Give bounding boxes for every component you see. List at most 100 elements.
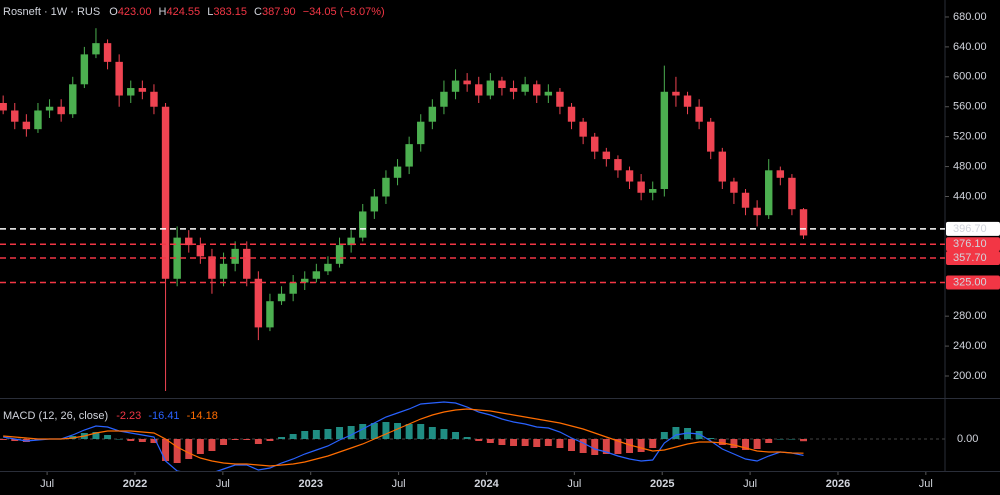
x-tick-label: Jul [392, 478, 406, 490]
y-tick-label: 280.00 [953, 310, 987, 322]
histogram-bar [463, 437, 471, 439]
candle-body [254, 278, 263, 328]
histogram-bar [544, 439, 552, 446]
histogram-value: -2.23 [116, 410, 141, 422]
histogram-bar [753, 439, 761, 449]
candle-body [614, 159, 622, 171]
candle-body [127, 88, 135, 96]
histogram-bar [278, 437, 286, 439]
candle-body [301, 278, 309, 283]
ohlc-value: 383.15 [213, 6, 247, 18]
candle-body [776, 170, 785, 178]
candle-body [707, 121, 715, 152]
candle-body [486, 80, 495, 96]
histogram-bar [336, 427, 344, 439]
candle-body [370, 196, 379, 212]
histogram-bar [173, 439, 181, 463]
histogram-bar [521, 439, 529, 446]
candle-body [799, 209, 808, 236]
candle-body [312, 271, 321, 279]
candle-body [289, 282, 297, 294]
y-tick-label: 240.00 [953, 340, 987, 352]
candle-body [637, 181, 645, 193]
candle-body [45, 106, 54, 111]
candle-body [672, 91, 680, 96]
histogram-bar [452, 432, 460, 439]
histogram-bar [742, 439, 750, 450]
macd-panel [0, 401, 945, 471]
level-label-box [946, 251, 1000, 266]
candle-body [695, 106, 703, 122]
histogram-bar [568, 439, 576, 451]
histogram-bar [220, 439, 228, 445]
histogram-bar [614, 439, 622, 454]
candle-body [103, 43, 112, 62]
y-tick-label: 440.00 [953, 190, 987, 202]
symbol-title: Rosneft · 1W · RUS [3, 6, 100, 18]
candle-body [266, 301, 274, 328]
candle-body [92, 43, 100, 55]
histogram-bar [382, 422, 390, 439]
y-tick-label: 520.00 [953, 131, 987, 143]
candle-body [660, 91, 669, 190]
candle-body [463, 80, 471, 85]
candle-body [683, 95, 692, 107]
candle-body [509, 88, 518, 92]
x-tick-label: 2022 [123, 478, 147, 490]
candle-body [393, 166, 402, 178]
candle-body [579, 121, 587, 137]
level-label: 357.70 [953, 252, 987, 264]
histogram-bar [695, 431, 703, 439]
histogram-bar [243, 439, 251, 440]
macd-title: MACD (12, 26, close) [3, 410, 108, 422]
histogram-bar [394, 423, 402, 439]
x-tick-label: 2023 [298, 478, 322, 490]
y-tick-label: 480.00 [953, 160, 987, 172]
x-tick-label: Jul [40, 478, 54, 490]
x-tick-label: Jul [567, 478, 581, 490]
candle-body [57, 106, 65, 115]
signal-value: -14.18 [187, 410, 218, 422]
candle-body [498, 80, 506, 89]
histogram-bar [0, 439, 7, 440]
histogram-bar [649, 439, 657, 448]
x-tick-label: 2025 [650, 478, 674, 490]
candle-body [718, 151, 727, 182]
candle-body [80, 54, 89, 85]
candle-body [11, 110, 19, 122]
histogram-bar [776, 439, 784, 440]
candle-body [382, 177, 390, 197]
y-tick-label: 200.00 [953, 370, 987, 382]
candle-body [208, 256, 216, 279]
histogram-bar [115, 439, 123, 440]
ohlc-value: 424.55 [166, 6, 200, 18]
histogram-bar [428, 427, 436, 439]
candle-body [405, 144, 413, 167]
histogram-bar [92, 432, 100, 439]
y-tick-label: 680.00 [953, 11, 987, 23]
candle-body [788, 177, 796, 210]
candle-body [324, 263, 332, 272]
histogram-bar [730, 439, 738, 448]
level-label: 376.10 [953, 238, 987, 250]
histogram-bar [417, 424, 425, 439]
candle-body [115, 61, 123, 96]
histogram-bar [579, 439, 587, 453]
ohlc-key: H [159, 6, 167, 18]
histogram-bar [672, 427, 680, 439]
candle-body [335, 245, 344, 264]
candle-body [591, 136, 599, 152]
y-tick-label: 0.00 [957, 433, 978, 445]
candle-body [34, 110, 42, 130]
level-label-box [946, 237, 1000, 252]
histogram-bar [11, 439, 19, 441]
header: Rosneft · 1W · RUS O423.00 H424.55 L383.… [3, 6, 385, 18]
histogram-bar [289, 434, 297, 439]
candle-body [544, 91, 553, 96]
candle-body [243, 248, 251, 279]
candle-body [161, 106, 170, 279]
axes: 200.00 240.00 280.00 440.00 480.00 520.00 560.… [40, 11, 1000, 490]
histogram-bar [510, 439, 518, 446]
candle-body [567, 106, 576, 122]
candle-body [730, 181, 738, 193]
